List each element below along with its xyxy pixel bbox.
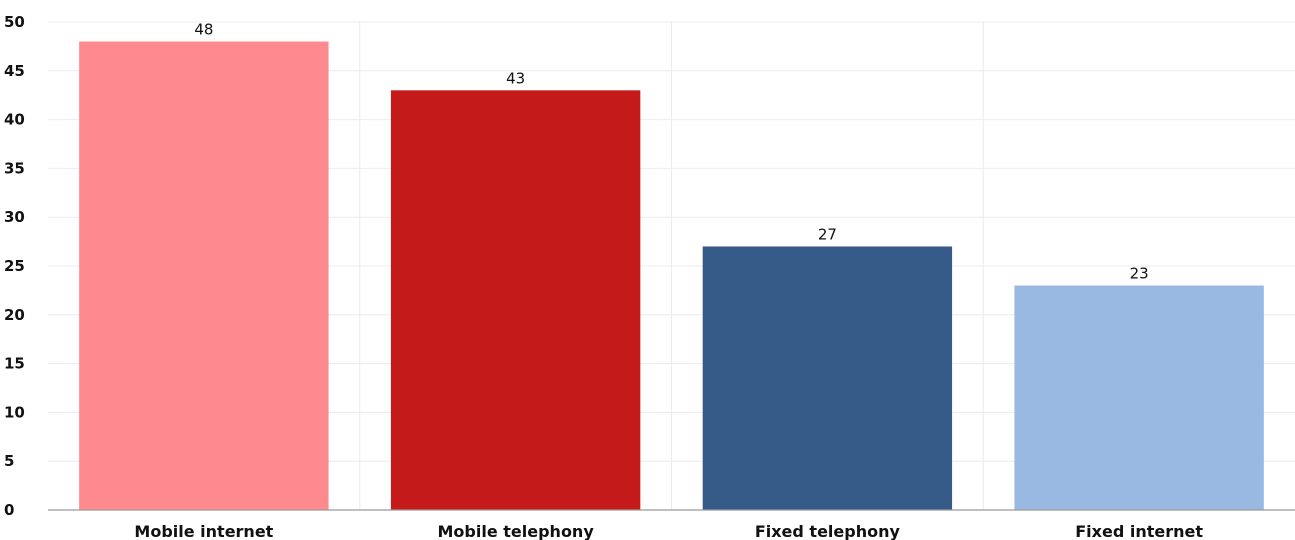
bars xyxy=(79,41,1264,511)
y-tick-label: 25 xyxy=(4,257,25,275)
bar xyxy=(1014,285,1264,510)
data-label: 27 xyxy=(818,225,837,243)
x-tick-label: Mobile internet xyxy=(134,522,273,540)
x-tick-label: Fixed internet xyxy=(1075,522,1203,540)
bar xyxy=(702,246,953,511)
y-tick-label: 10 xyxy=(4,403,25,421)
labels: 0 5 10 15 20 25 30 35 40 45 50 48 Mobile internet 43 M… xyxy=(4,13,1203,540)
y-tick-label: 0 xyxy=(4,501,14,519)
y-tick-label: 40 xyxy=(4,111,25,129)
y-tick-label: 35 xyxy=(4,159,25,177)
bar xyxy=(390,90,641,510)
y-tick-label: 50 xyxy=(4,13,25,31)
x-tick-label: Fixed telephony xyxy=(755,522,901,540)
y-tick-label: 20 xyxy=(4,306,25,324)
y-tick-label: 15 xyxy=(4,355,25,373)
y-tick-label: 45 xyxy=(4,62,25,80)
data-label: 23 xyxy=(1130,265,1149,283)
data-label: 48 xyxy=(194,21,213,39)
y-tick-label: 30 xyxy=(4,208,25,226)
y-tick-label: 5 xyxy=(4,452,14,470)
data-label: 43 xyxy=(506,69,525,87)
x-tick-label: Mobile telephony xyxy=(438,522,595,540)
bar xyxy=(79,41,329,511)
